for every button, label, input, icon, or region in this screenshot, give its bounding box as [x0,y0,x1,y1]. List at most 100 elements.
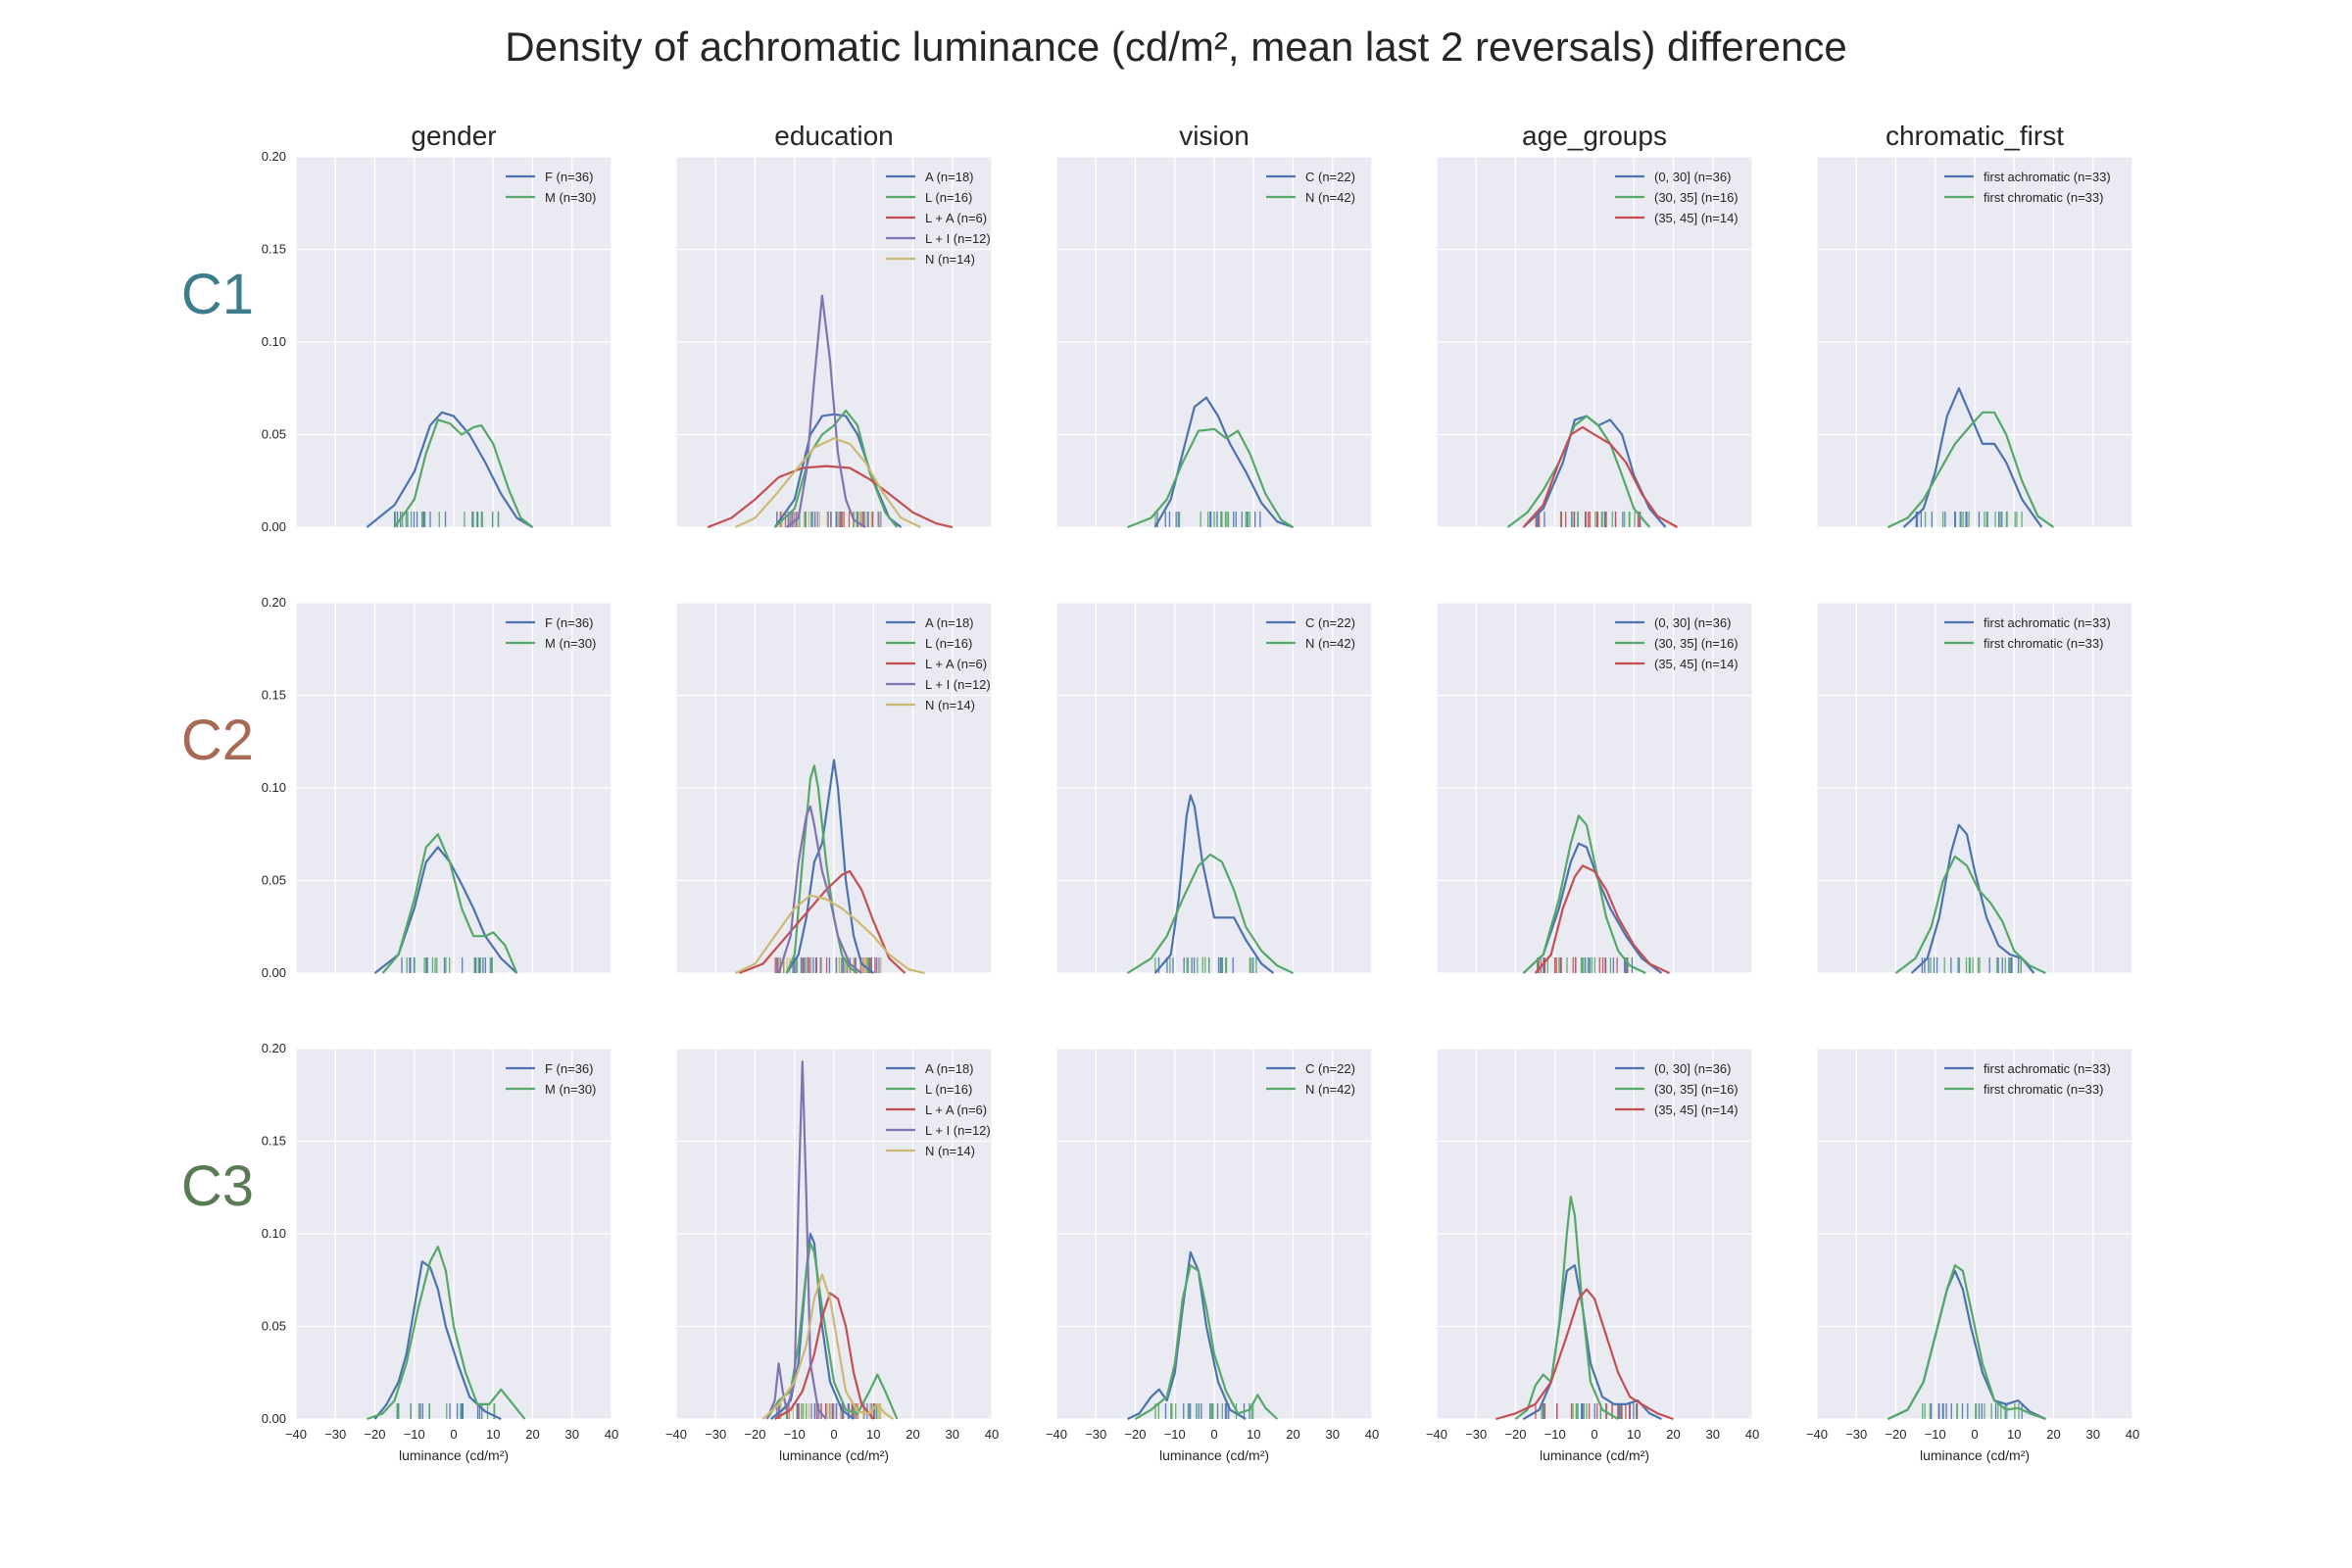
legend-entry: first achromatic (n=33) [1984,1061,2111,1076]
density-line-1 [1894,855,2046,974]
y-tick-label: 0.15 [262,242,286,257]
x-tick-label: −20 [1885,1427,1906,1442]
density-line-0 [373,1260,502,1420]
panel-r2-c0: 0.00 0.05 0.10 0.15 0.20 −40 −30 −20 −10 0 10 20 30 4… [262,1041,619,1463]
x-tick-label: 20 [906,1427,919,1442]
x-tick-label: −40 [1426,1427,1447,1442]
x-tick-label: 40 [2126,1427,2139,1442]
x-tick-label: 40 [1745,1427,1759,1442]
density-line-1 [381,833,518,974]
panel-r1-c1: A (n=18) L (n=16) L + A (n=6) L + I (n=12) N… [675,602,993,975]
column-title-1: education [774,121,893,151]
legend-entry: (0, 30] (n=36) [1654,170,1731,184]
column-title-4: chromatic_first [1886,121,2064,151]
legend-entry: L + I (n=12) [925,231,991,246]
x-axis-label: luminance (cd/m²) [1159,1447,1269,1463]
legend-entry: L + A (n=6) [925,657,987,671]
legend-entry: C (n=22) [1305,170,1355,184]
density-line-1 [1127,427,1295,529]
legend-entry: first chromatic (n=33) [1984,1082,2103,1097]
legend-entry: N (n=14) [925,1144,975,1158]
legend-entry: (35, 45] (n=14) [1654,1102,1739,1117]
x-tick-label: −30 [1085,1427,1106,1442]
density-line-1 [393,418,534,528]
x-tick-label: −30 [324,1427,346,1442]
legend-entry: first achromatic (n=33) [1984,615,2111,630]
density-line-0 [1127,1250,1247,1420]
panel-r0-c0: 0.00 0.05 0.10 0.15 0.20 F (n=36) M (n=30) [262,149,612,534]
panel-r1-c0: 0.00 0.05 0.10 0.15 0.20 F (n=36) M (n=30) [262,595,612,980]
legend-entry: F (n=36) [545,1061,594,1076]
y-tick-label: 0.20 [262,149,286,164]
x-tick-label: 30 [946,1427,959,1442]
panel-r0-c2: C (n=22) N (n=42) [1055,156,1373,529]
y-tick-label: 0.10 [262,1226,286,1241]
density-line-2 [738,869,906,975]
x-tick-label: −40 [1806,1427,1828,1442]
density-line-1 [1887,1263,2046,1421]
legend-entry: A (n=18) [925,170,974,184]
legend-entry: A (n=18) [925,615,974,630]
x-tick-label: 10 [1627,1427,1641,1442]
y-tick-label: 0.15 [262,1134,286,1149]
legend-entry: N (n=14) [925,698,975,712]
x-tick-label: −10 [784,1427,806,1442]
density-line-4 [734,437,921,528]
density-line-2 [774,1292,875,1420]
y-tick-label: 0.10 [262,780,286,795]
legend-entry: (30, 35] (n=16) [1654,636,1739,651]
y-tick-label: 0.10 [262,334,286,349]
row-label-C1: C1 [181,263,254,326]
x-tick-label: −10 [1164,1427,1186,1442]
x-tick-label: −20 [1504,1427,1526,1442]
column-title-3: age_groups [1522,121,1667,151]
x-tick-label: −20 [744,1427,765,1442]
x-tick-label: 10 [866,1427,880,1442]
legend-entry: (35, 45] (n=14) [1654,657,1739,671]
legend-entry: L + A (n=6) [925,211,987,225]
legend-entry: L (n=16) [925,636,972,651]
density-line-2 [1534,864,1670,974]
figure-title: Density of achromatic luminance (cd/m², … [505,24,1846,70]
density-line-4 [734,894,925,975]
x-tick-label: −40 [1046,1427,1067,1442]
panel-r1-c3: (0, 30] (n=36) (30, 35] (n=16) (35, 45] (n… [1436,602,1753,974]
density-line-0 [785,759,874,974]
density-line-3 [786,294,866,528]
x-tick-label: −10 [1544,1427,1566,1442]
x-tick-label: 10 [2007,1427,2021,1442]
panel-r2-c1: −40 −30 −20 −10 0 10 20 30 40 luminance (cd/m²) A … [665,1048,999,1463]
density-line-3 [765,1060,827,1420]
legend-entry: (35, 45] (n=14) [1654,211,1739,225]
x-tick-label: 30 [1326,1427,1340,1442]
panel-r2-c2: −40 −30 −20 −10 0 10 20 30 40 luminance (cd/m²) C … [1046,1048,1379,1463]
x-axis-label: luminance (cd/m²) [1920,1447,2030,1463]
density-line-1 [773,409,899,528]
legend-entry: (0, 30] (n=36) [1654,1061,1731,1076]
legend-entry: A (n=18) [925,1061,974,1076]
legend-entry: F (n=36) [545,170,594,184]
row-label-C2: C2 [181,709,254,772]
legend-entry: N (n=14) [925,252,975,267]
x-tick-label: −20 [1124,1427,1146,1442]
legend-entry: M (n=30) [545,636,596,651]
y-tick-label: 0.05 [262,427,286,442]
x-tick-label: −10 [1925,1427,1946,1442]
x-tick-label: 0 [830,1427,837,1442]
row-label-C3: C3 [181,1154,254,1218]
x-tick-label: 30 [565,1427,579,1442]
x-tick-label: 30 [1706,1427,1720,1442]
x-tick-label: −40 [665,1427,687,1442]
legend-entry: C (n=22) [1305,1061,1355,1076]
density-line-0 [1153,396,1294,529]
panel-r0-c3: (0, 30] (n=36) (30, 35] (n=16) (35, 45] (n… [1436,156,1753,528]
legend-entry: M (n=30) [545,190,596,205]
legend-entry: M (n=30) [545,1082,596,1097]
y-tick-label: 0.00 [262,519,286,534]
legend-entry: C (n=22) [1305,615,1355,630]
legend-entry: (0, 30] (n=36) [1654,615,1731,630]
y-tick-label: 0.15 [262,688,286,703]
panel-grid: gender education vision age_groups chromatic… [181,121,2139,1463]
x-tick-label: −20 [364,1427,385,1442]
panel-r0-c1: A (n=18) L (n=16) L + A (n=6) L + I (n=12) N… [675,156,993,529]
